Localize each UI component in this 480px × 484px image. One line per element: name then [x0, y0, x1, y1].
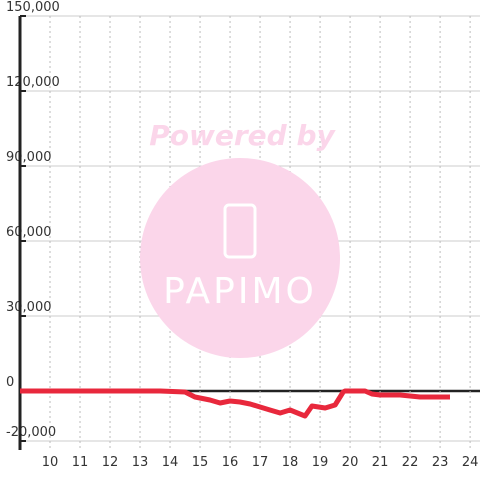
x-tick-label: 23 — [432, 455, 449, 470]
watermark: Powered by PAPIMO — [140, 119, 340, 358]
y-tick-label: 150,000 — [6, 0, 60, 15]
x-tick-label: 12 — [102, 455, 119, 470]
x-tick-label: 16 — [222, 455, 239, 470]
y-tick-label: 30,000 — [6, 300, 52, 315]
x-tick-label: 19 — [312, 455, 329, 470]
x-tick-label: 22 — [402, 455, 419, 470]
line — [20, 388, 450, 419]
x-tick-label: 18 — [282, 455, 299, 470]
y-tick-label: 90,000 — [6, 150, 52, 165]
watermark-title: Powered by — [149, 119, 336, 152]
y-tick-label: 120,000 — [6, 75, 60, 90]
x-tick-label: 21 — [372, 455, 389, 470]
y-tick-label: 60,000 — [6, 225, 52, 240]
x-tick-label: 24 — [462, 455, 479, 470]
watermark-phone — [223, 203, 257, 259]
watermark-brand: PAPIMO — [163, 271, 317, 312]
x-tick-label: 15 — [192, 455, 209, 470]
x-tick-label: 14 — [162, 455, 179, 470]
x-tick-label: 17 — [252, 455, 269, 470]
y-tick-label: 0 — [6, 375, 14, 390]
y-tick-label: -20,000 — [6, 425, 56, 440]
x-tick-label: 11 — [72, 455, 89, 470]
x-tick-label: 10 — [42, 455, 59, 470]
x-tick-label: 13 — [132, 455, 149, 470]
x-tick-label: 20 — [342, 455, 359, 470]
